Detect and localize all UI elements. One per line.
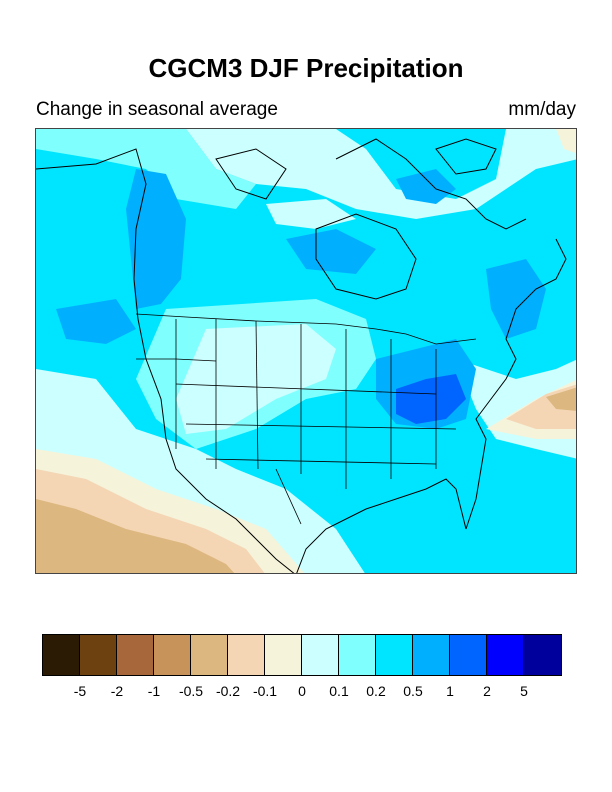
legend-tick-label: -0.5	[178, 683, 204, 699]
legend-tick-label: 1	[446, 683, 454, 699]
legend-swatch-7	[302, 635, 339, 675]
contour-blue-hudson	[286, 229, 376, 274]
precipitation-map	[35, 128, 577, 574]
legend-swatch-9	[376, 635, 413, 675]
legend-tick-label: 0.1	[329, 683, 349, 699]
legend-tick-label: -1	[147, 683, 161, 699]
color-legend	[42, 634, 562, 676]
legend-tick-label: 0.5	[403, 683, 423, 699]
contour-blue-pacific	[56, 299, 136, 344]
map-subtitle: Change in seasonal average	[36, 99, 278, 120]
contour-tan-southwest	[36, 499, 235, 573]
borders	[135, 313, 477, 525]
legend-tick-label: -5	[73, 683, 87, 699]
legend-swatch-12	[487, 635, 524, 675]
legend-swatch-8	[339, 635, 376, 675]
legend-swatch-5	[228, 635, 265, 675]
legend-swatch-6	[265, 635, 302, 675]
legend-tick-label: -2	[110, 683, 124, 699]
contour-darkblue-ohio	[396, 374, 466, 424]
legend-tick-label: 0.2	[366, 683, 386, 699]
contour-light-arctic	[186, 129, 576, 219]
coastlines	[36, 138, 567, 573]
legend-swatch-3	[154, 635, 191, 675]
contour-light-arctic-2	[266, 199, 356, 229]
units-label: mm/day	[508, 99, 576, 120]
legend-swatch-13	[524, 635, 561, 675]
legend-swatch-1	[80, 635, 117, 675]
legend-swatch-0	[43, 635, 80, 675]
color-legend-labels: -5 -2 -1 -0.5 -0.2 -0.1 0 0.1 0.2 0.5 1 2 5	[42, 683, 572, 703]
contour-blue-arctic	[396, 169, 456, 204]
map-canvas	[36, 129, 576, 573]
map-title: CGCM3 DJF Precipitation	[148, 53, 464, 83]
contour-blue-pacific-nw	[126, 169, 186, 309]
contour-mid-north	[36, 129, 256, 209]
legend-swatch-11	[450, 635, 487, 675]
legend-swatch-2	[117, 635, 154, 675]
legend-swatch-4	[191, 635, 228, 675]
legend-tick-label: 2	[483, 683, 491, 699]
contour-yellow-arctic	[556, 129, 576, 154]
legend-swatch-10	[413, 635, 450, 675]
legend-tick-label: 5	[520, 683, 528, 699]
legend-tick-label: 0	[298, 683, 306, 699]
legend-tick-label: -0.1	[252, 683, 278, 699]
contour-tan-atlantic	[546, 387, 576, 411]
legend-tick-label: -0.2	[215, 683, 241, 699]
contour-blue-quebec	[486, 259, 546, 339]
